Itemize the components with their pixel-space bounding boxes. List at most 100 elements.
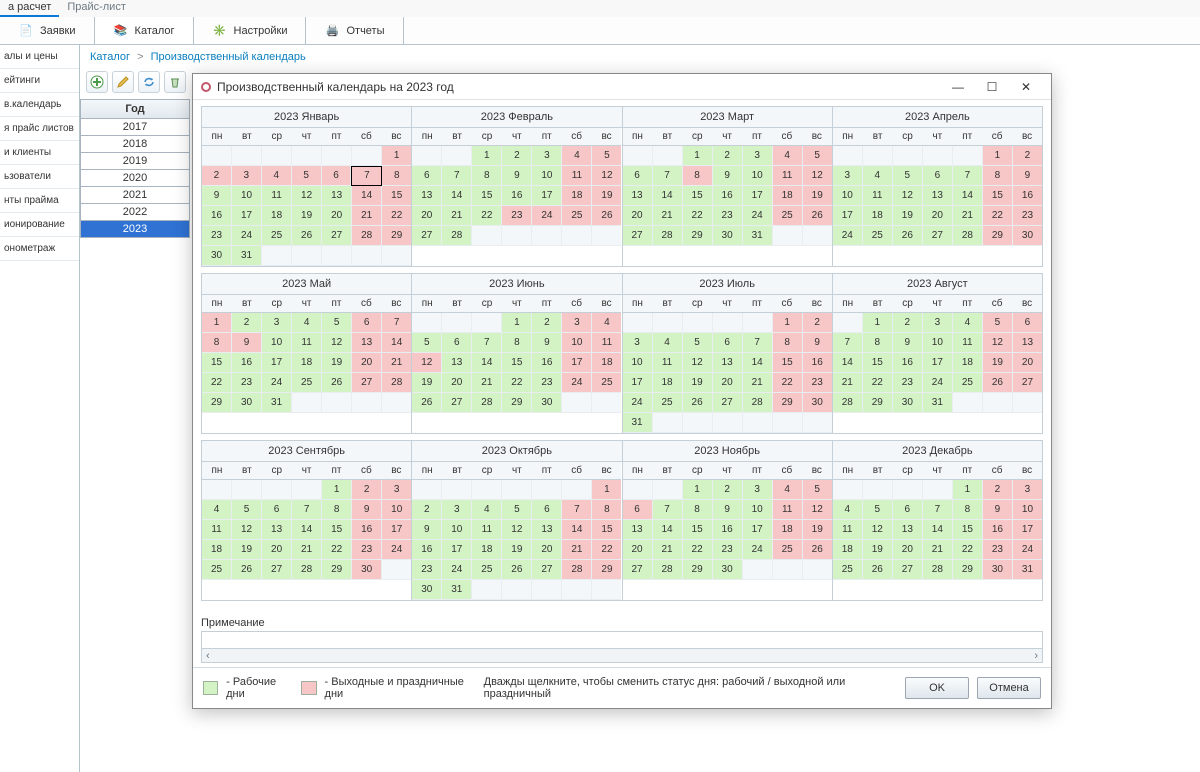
- day-cell[interactable]: 25: [653, 393, 683, 413]
- day-cell[interactable]: 7: [472, 333, 502, 353]
- day-cell[interactable]: 7: [292, 500, 322, 520]
- day-cell[interactable]: 26: [893, 226, 923, 246]
- day-cell[interactable]: 15: [502, 353, 532, 373]
- day-cell[interactable]: 4: [262, 166, 292, 186]
- day-cell[interactable]: 4: [653, 333, 683, 353]
- tab-requests[interactable]: 📄 Заявки: [0, 17, 95, 44]
- day-cell[interactable]: 25: [953, 373, 983, 393]
- day-cell[interactable]: 15: [683, 186, 713, 206]
- day-cell[interactable]: 12: [983, 333, 1013, 353]
- cancel-button[interactable]: Отмена: [977, 677, 1041, 699]
- day-cell[interactable]: 18: [472, 540, 502, 560]
- day-cell[interactable]: 20: [442, 373, 472, 393]
- day-cell[interactable]: 15: [683, 520, 713, 540]
- day-cell[interactable]: 2: [713, 146, 743, 166]
- day-cell[interactable]: 17: [833, 206, 863, 226]
- day-cell[interactable]: 5: [592, 146, 621, 166]
- day-cell[interactable]: 29: [322, 560, 352, 580]
- day-cell[interactable]: 24: [623, 393, 653, 413]
- day-cell[interactable]: 20: [623, 540, 653, 560]
- day-cell[interactable]: 30: [893, 393, 923, 413]
- day-cell[interactable]: 24: [262, 373, 292, 393]
- day-cell[interactable]: 20: [322, 206, 352, 226]
- day-cell[interactable]: 21: [382, 353, 411, 373]
- day-cell[interactable]: 19: [803, 520, 832, 540]
- day-cell[interactable]: 10: [1013, 500, 1042, 520]
- day-cell[interactable]: 8: [863, 333, 893, 353]
- day-cell[interactable]: 10: [833, 186, 863, 206]
- day-cell[interactable]: 15: [202, 353, 232, 373]
- day-cell[interactable]: 29: [683, 560, 713, 580]
- day-cell[interactable]: 14: [292, 520, 322, 540]
- day-cell[interactable]: 1: [502, 313, 532, 333]
- day-cell[interactable]: 17: [743, 186, 773, 206]
- day-cell[interactable]: 18: [773, 520, 803, 540]
- day-cell[interactable]: 31: [623, 413, 653, 433]
- day-cell[interactable]: 28: [833, 393, 863, 413]
- day-cell[interactable]: 21: [352, 206, 382, 226]
- left-nav-item[interactable]: ионирование: [0, 213, 79, 237]
- day-cell[interactable]: 7: [953, 166, 983, 186]
- day-cell[interactable]: 15: [863, 353, 893, 373]
- day-cell[interactable]: 31: [262, 393, 292, 413]
- day-cell[interactable]: 2: [502, 146, 532, 166]
- day-cell[interactable]: 21: [472, 373, 502, 393]
- day-cell[interactable]: 22: [202, 373, 232, 393]
- day-cell[interactable]: 28: [442, 226, 472, 246]
- day-cell[interactable]: 5: [322, 313, 352, 333]
- day-cell[interactable]: 9: [983, 500, 1013, 520]
- day-cell[interactable]: 30: [983, 560, 1013, 580]
- year-row[interactable]: 2019: [80, 153, 190, 170]
- day-cell[interactable]: 12: [803, 500, 832, 520]
- day-cell[interactable]: 3: [232, 166, 262, 186]
- day-cell[interactable]: 21: [953, 206, 983, 226]
- day-cell[interactable]: 31: [232, 246, 262, 266]
- day-cell[interactable]: 15: [773, 353, 803, 373]
- day-cell[interactable]: 4: [472, 500, 502, 520]
- day-cell[interactable]: 14: [442, 186, 472, 206]
- day-cell[interactable]: 16: [893, 353, 923, 373]
- note-input[interactable]: [201, 631, 1043, 649]
- day-cell[interactable]: 25: [472, 560, 502, 580]
- day-cell[interactable]: 28: [953, 226, 983, 246]
- day-cell[interactable]: 13: [262, 520, 292, 540]
- day-cell[interactable]: 16: [232, 353, 262, 373]
- day-cell[interactable]: 22: [592, 540, 621, 560]
- day-cell[interactable]: 9: [232, 333, 262, 353]
- day-cell[interactable]: 11: [863, 186, 893, 206]
- day-cell[interactable]: 4: [863, 166, 893, 186]
- mini-tab-calc[interactable]: а расчет: [0, 0, 59, 17]
- day-cell[interactable]: 9: [893, 333, 923, 353]
- day-cell[interactable]: 21: [442, 206, 472, 226]
- day-cell[interactable]: 18: [592, 353, 621, 373]
- day-cell[interactable]: 3: [743, 480, 773, 500]
- day-cell[interactable]: 4: [202, 500, 232, 520]
- day-cell[interactable]: 20: [623, 206, 653, 226]
- day-cell[interactable]: 2: [1013, 146, 1042, 166]
- day-cell[interactable]: 25: [833, 560, 863, 580]
- day-cell[interactable]: 6: [322, 166, 352, 186]
- day-cell[interactable]: 30: [532, 393, 562, 413]
- day-cell[interactable]: 20: [893, 540, 923, 560]
- day-cell[interactable]: 10: [562, 333, 592, 353]
- day-cell[interactable]: 28: [382, 373, 411, 393]
- day-cell[interactable]: 15: [953, 520, 983, 540]
- day-cell[interactable]: 15: [983, 186, 1013, 206]
- day-cell[interactable]: 6: [442, 333, 472, 353]
- day-cell[interactable]: 7: [382, 313, 411, 333]
- day-cell[interactable]: 24: [743, 206, 773, 226]
- day-cell[interactable]: 18: [292, 353, 322, 373]
- day-cell[interactable]: 7: [442, 166, 472, 186]
- maximize-button[interactable]: ☐: [975, 76, 1009, 98]
- day-cell[interactable]: 11: [562, 166, 592, 186]
- day-cell[interactable]: 19: [893, 206, 923, 226]
- day-cell[interactable]: 9: [412, 520, 442, 540]
- day-cell[interactable]: 16: [803, 353, 832, 373]
- day-cell[interactable]: 1: [322, 480, 352, 500]
- horizontal-scrollbar[interactable]: ‹›: [201, 649, 1043, 663]
- day-cell[interactable]: 23: [412, 560, 442, 580]
- day-cell[interactable]: 13: [923, 186, 953, 206]
- day-cell[interactable]: 18: [833, 540, 863, 560]
- day-cell[interactable]: 27: [322, 226, 352, 246]
- day-cell[interactable]: 8: [773, 333, 803, 353]
